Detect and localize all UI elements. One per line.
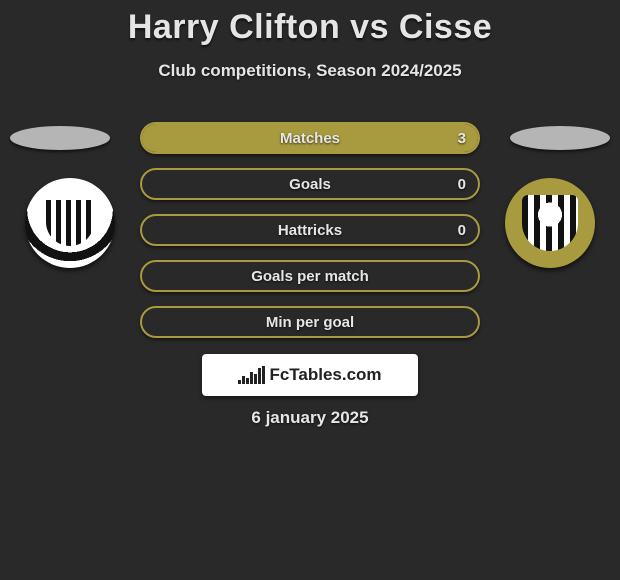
stats-container: Matches 3 Goals 0 Hattricks 0 Goals per …	[140, 122, 480, 352]
stat-value: 0	[458, 222, 466, 239]
fctables-logo: FcTables.com	[202, 354, 418, 396]
club-badge-notts-county	[505, 178, 595, 268]
player-silhouette-right	[510, 126, 610, 150]
notts-inner	[522, 195, 578, 251]
grimsby-stripes	[46, 200, 94, 246]
page-title: Harry Clifton vs Cisse	[0, 0, 620, 47]
stat-value: 0	[458, 176, 466, 193]
subtitle: Club competitions, Season 2024/2025	[0, 61, 620, 81]
stat-label: Goals per match	[251, 268, 369, 285]
logo-text: FcTables.com	[269, 365, 381, 385]
stat-label: Goals	[289, 176, 331, 193]
logo-bars-icon	[238, 366, 265, 384]
stat-label: Hattricks	[278, 222, 342, 239]
stat-label: Min per goal	[266, 314, 354, 331]
stat-row-goals: Goals 0	[140, 168, 480, 200]
date-label: 6 january 2025	[0, 408, 620, 428]
stat-label: Matches	[280, 130, 340, 147]
stat-row-matches: Matches 3	[140, 122, 480, 154]
player-silhouette-left	[10, 126, 110, 150]
stat-row-hattricks: Hattricks 0	[140, 214, 480, 246]
stat-row-min-per-goal: Min per goal	[140, 306, 480, 338]
stat-value: 3	[458, 130, 466, 147]
club-badge-grimsby	[25, 178, 115, 268]
stat-row-goals-per-match: Goals per match	[140, 260, 480, 292]
